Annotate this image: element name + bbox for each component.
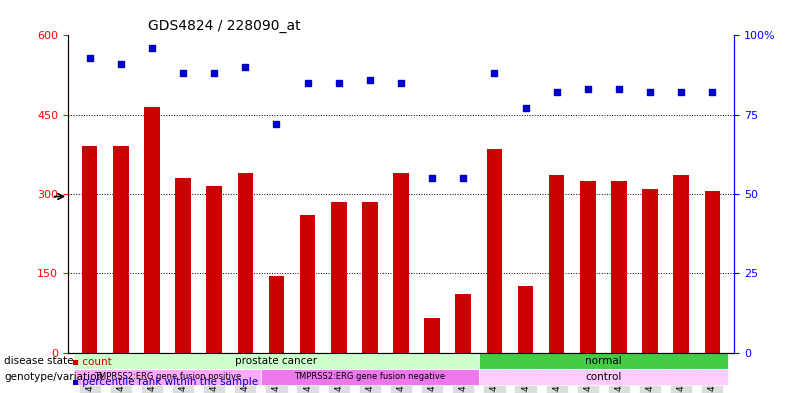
FancyBboxPatch shape (479, 369, 728, 385)
FancyBboxPatch shape (74, 353, 479, 369)
Text: GDS4824 / 228090_at: GDS4824 / 228090_at (148, 19, 300, 33)
Text: normal: normal (585, 356, 622, 365)
Point (706, 89, 719, 95)
Bar (393, 173, 409, 353)
Point (551, 89, 563, 95)
Point (613, 86, 626, 92)
FancyBboxPatch shape (74, 369, 261, 385)
Point (332, 80, 345, 86)
Point (519, 105, 532, 112)
Text: prostate cancer: prostate cancer (235, 356, 318, 365)
Point (582, 86, 595, 92)
Point (239, 64, 251, 70)
Bar (580, 181, 595, 353)
Bar (456, 294, 471, 353)
Point (114, 61, 127, 67)
Bar (331, 202, 346, 353)
Point (176, 70, 189, 77)
Bar (238, 173, 253, 353)
Bar (82, 146, 97, 353)
Bar (113, 146, 128, 353)
Text: TMPRSS2:ERG gene fusion positive: TMPRSS2:ERG gene fusion positive (94, 373, 241, 382)
Bar (642, 189, 658, 353)
Point (395, 80, 408, 86)
Bar (705, 191, 720, 353)
Text: disease state: disease state (4, 356, 73, 365)
Point (457, 175, 470, 181)
Point (301, 80, 314, 86)
Point (145, 45, 158, 51)
Text: control: control (585, 372, 622, 382)
Point (363, 77, 376, 83)
Point (207, 70, 220, 77)
Text: TMPRSS2:ERG gene fusion negative: TMPRSS2:ERG gene fusion negative (294, 373, 445, 382)
Bar (487, 149, 502, 353)
Text: ▪ count: ▪ count (72, 358, 112, 367)
FancyBboxPatch shape (479, 353, 728, 369)
Bar (269, 276, 284, 353)
Bar (611, 181, 626, 353)
Bar (207, 186, 222, 353)
Point (83, 54, 96, 61)
Point (644, 89, 657, 95)
Bar (674, 175, 689, 353)
Point (426, 175, 439, 181)
Bar (176, 178, 191, 353)
Bar (300, 215, 315, 353)
Bar (518, 286, 533, 353)
Point (675, 89, 688, 95)
FancyBboxPatch shape (261, 369, 479, 385)
Text: genotype/variation: genotype/variation (4, 372, 103, 382)
Bar (549, 175, 564, 353)
Bar (144, 107, 160, 353)
Point (488, 70, 501, 77)
Text: ▪ percentile rank within the sample: ▪ percentile rank within the sample (72, 377, 258, 387)
Bar (362, 202, 377, 353)
Bar (425, 318, 440, 353)
Point (270, 121, 282, 127)
